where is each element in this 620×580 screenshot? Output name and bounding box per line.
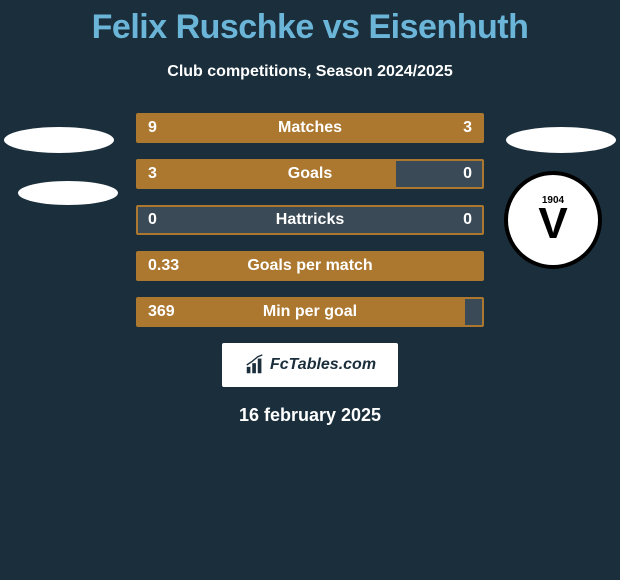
bar-value-right: 3 <box>463 119 472 137</box>
player-right-avatar <box>506 127 616 153</box>
bar-value-left: 369 <box>148 303 175 321</box>
comparison-date: 16 february 2025 <box>0 405 620 426</box>
bar-value-left: 0.33 <box>148 257 179 275</box>
bar-label: Hattricks <box>276 211 344 229</box>
branding-text: FcTables.com <box>270 356 376 374</box>
bar-value-right: 0 <box>463 165 472 183</box>
bars-container: 9 Matches 3 3 Goals 0 0 Hattricks 0 0.33… <box>136 113 484 327</box>
team-badge: 1904 V <box>504 171 602 269</box>
bar-fill-left <box>138 115 396 141</box>
bar-label: Goals per match <box>247 257 372 275</box>
bar-row: 369 Min per goal <box>136 297 484 327</box>
bar-label: Matches <box>278 119 342 137</box>
bar-fill-left <box>138 161 396 187</box>
bar-value-right: 0 <box>463 211 472 229</box>
player-left-avatar-1 <box>4 127 114 153</box>
bar-value-left: 0 <box>148 211 157 229</box>
bar-row: 9 Matches 3 <box>136 113 484 143</box>
player-left-avatar-2 <box>18 181 118 205</box>
branding-badge: FcTables.com <box>222 343 398 387</box>
bar-chart-icon <box>244 354 266 376</box>
bar-value-left: 9 <box>148 119 157 137</box>
comparison-title: Felix Ruschke vs Eisenhuth <box>0 0 620 47</box>
badge-letter: V <box>538 206 567 241</box>
bar-label: Goals <box>288 165 332 183</box>
bar-row: 0.33 Goals per match <box>136 251 484 281</box>
bar-value-left: 3 <box>148 165 157 183</box>
comparison-subtitle: Club competitions, Season 2024/2025 <box>0 63 620 81</box>
bar-row: 3 Goals 0 <box>136 159 484 189</box>
comparison-chart: 1904 V 9 Matches 3 3 Goals 0 0 Hattricks… <box>0 113 620 426</box>
bar-label: Min per goal <box>263 303 357 321</box>
bar-row: 0 Hattricks 0 <box>136 205 484 235</box>
